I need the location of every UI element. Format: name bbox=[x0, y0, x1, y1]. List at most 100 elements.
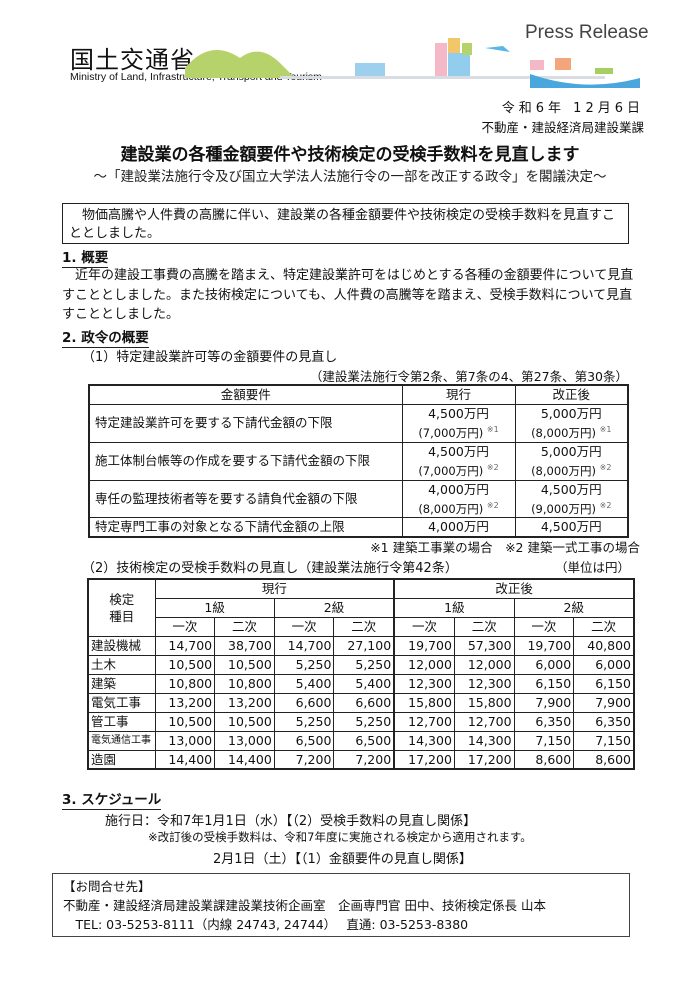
table-row: 建設機械 14,700 38,700 14,700 27,100 19,700 57,300… bbox=[87, 635, 635, 656]
fee-cell: 10,500 bbox=[154, 711, 216, 732]
footnote-mark: ※2 bbox=[486, 462, 499, 472]
requirement-label: 専任の監理技術者等を要する請負代金額の下限 bbox=[88, 479, 403, 519]
fee-cell: 6,150 bbox=[573, 673, 635, 694]
amount-sub: (8,000万円) ※1 bbox=[521, 422, 623, 441]
header-requirement: 金額要件 bbox=[88, 384, 403, 405]
fee-cell: 12,000 bbox=[393, 654, 455, 675]
fee-cell: 5,250 bbox=[273, 654, 335, 675]
amount-sub: (7,000万円) ※2 bbox=[408, 460, 510, 479]
footnote-mark: ※1 bbox=[486, 425, 499, 434]
header-stage: 二次 bbox=[453, 616, 515, 637]
exam-type: 土木 bbox=[87, 654, 156, 675]
footnote-mark: ※2 bbox=[486, 500, 499, 510]
amount: 4,500万円 bbox=[428, 443, 489, 459]
fee-cell: 19,700 bbox=[393, 635, 455, 656]
fee-cell: 13,000 bbox=[154, 730, 216, 751]
fee-cell: 15,800 bbox=[393, 692, 455, 713]
current-amount-cell: 4,000万円 (8,000万円) ※2 bbox=[401, 479, 516, 519]
table-row: 特定建設業許可を要する下請代金額の下限 4,500万円 (7,000万円) ※1 5,… bbox=[88, 404, 629, 443]
subsection-1-title: （1）特定建設業許可等の金額要件の見直し bbox=[82, 350, 338, 365]
banner-illustration bbox=[185, 38, 640, 88]
fee-cell: 10,800 bbox=[214, 673, 275, 694]
header-current: 現行 bbox=[401, 384, 516, 405]
exam-type: 電気工事 bbox=[87, 692, 156, 713]
schedule-line-2: 2月1日（土）【（1）金額要件の見直し関係】 bbox=[213, 852, 472, 867]
section-3-heading: 3. スケジュール bbox=[62, 788, 162, 810]
exam-type: 造園 bbox=[87, 749, 156, 770]
amount-sub: (9,000万円) ※2 bbox=[521, 498, 623, 517]
fee-cell: 7,150 bbox=[573, 730, 635, 751]
fee-cell: 6,600 bbox=[333, 692, 395, 713]
exam-fee-table: 検定 種目 現行 改正後 1級 2級 1級 2級 一次 二次 一次 二次 一次 二次 一次 二次 建設機械 14… bbox=[87, 578, 635, 770]
fee-cell: 6,350 bbox=[573, 711, 635, 732]
fee-cell: 12,000 bbox=[453, 654, 515, 675]
fee-cell: 8,600 bbox=[513, 749, 575, 770]
fee-cell: 12,300 bbox=[393, 673, 455, 694]
section-1-body: 近年の建設工事費の高騰を踏まえ、特定建設業許可をはじめとする各種の金額要件につい… bbox=[62, 268, 634, 322]
table-row: 電気工事 13,200 13,200 6,600 6,600 15,800 15,800 7,… bbox=[87, 692, 635, 713]
table-row: 建築 10,800 10,800 5,400 5,400 12,300 12,300 6,15… bbox=[87, 673, 635, 694]
table-row: 造園 14,400 14,400 7,200 7,200 17,200 17,200 8,60… bbox=[87, 749, 635, 770]
header-row-grades: 1級 2級 1級 2級 bbox=[88, 597, 635, 618]
fee-cell: 19,700 bbox=[513, 635, 575, 656]
unit-label: （単位は円） bbox=[554, 560, 630, 575]
header-grade: 2級 bbox=[513, 597, 635, 618]
table-row: 電気通信工事 13,000 13,000 6,500 6,500 14,300 14,300… bbox=[87, 730, 635, 751]
fee-cell: 6,500 bbox=[273, 730, 335, 751]
fee-cell: 13,200 bbox=[214, 692, 275, 713]
current-amount-cell: 4,000万円 bbox=[401, 517, 516, 538]
header-stage: 二次 bbox=[573, 616, 635, 637]
fee-cell: 5,250 bbox=[273, 711, 335, 732]
subtitle: ～「建設業法施行令及び国立大学法人法施行令の一部を改正する政令」を閣議決定～ bbox=[93, 169, 607, 185]
fee-cell: 6,000 bbox=[513, 654, 575, 675]
current-amount-cell: 4,500万円 (7,000万円) ※2 bbox=[401, 441, 516, 481]
amount: 5,000万円 bbox=[540, 406, 602, 421]
header-grade: 1級 bbox=[393, 597, 515, 618]
table-row: 施工体制台帳等の作成を要する下請代金額の下限 4,500万円 (7,000万円) ※… bbox=[88, 441, 629, 481]
amount: 4,000万円 bbox=[428, 481, 489, 497]
fee-cell: 7,900 bbox=[573, 692, 635, 713]
header-group: 現行 bbox=[154, 578, 395, 599]
fee-cell: 38,700 bbox=[214, 635, 275, 656]
fee-cell: 14,400 bbox=[214, 749, 275, 770]
header-stage: 一次 bbox=[393, 616, 455, 637]
amount: 4,500万円 bbox=[428, 406, 489, 421]
header-row-groups: 検定 種目 現行 改正後 bbox=[87, 578, 635, 637]
amount: 5,000万円 bbox=[540, 443, 602, 459]
fee-cell: 6,500 bbox=[333, 730, 395, 751]
revised-amount-cell: 5,000万円 (8,000万円) ※1 bbox=[514, 404, 629, 443]
contact-office: 不動産・建設経済局建設業課建設業技術企画室 企画専門官 田中、技術検定係長 山本 bbox=[63, 898, 546, 913]
fee-cell: 13,200 bbox=[154, 692, 216, 713]
fee-cell: 14,700 bbox=[273, 635, 335, 656]
fee-cell: 14,400 bbox=[154, 749, 216, 770]
fee-cell: 15,800 bbox=[453, 692, 515, 713]
fee-cell: 12,700 bbox=[393, 711, 455, 732]
press-release-label: Press Release bbox=[525, 22, 649, 43]
exam-type: 建設機械 bbox=[87, 635, 156, 656]
fee-cell: 5,400 bbox=[273, 673, 335, 694]
footnote-mark: ※2 bbox=[599, 462, 612, 472]
table-notes: ※1 建築工事業の場合 ※2 建築一式工事の場合 bbox=[370, 540, 640, 555]
fee-cell: 7,150 bbox=[513, 730, 575, 751]
subsection-2-title: （2）技術検定の受検手数料の見直し（建設業法施行令第42条） bbox=[82, 561, 458, 576]
contact-label: 【お問合せ先】 bbox=[63, 879, 151, 894]
fee-cell: 6,600 bbox=[273, 692, 335, 713]
fee-cell: 10,800 bbox=[154, 673, 216, 694]
header-group: 改正後 bbox=[393, 578, 635, 599]
department: 不動産・建設経済局建設業課 bbox=[481, 120, 644, 135]
requirement-label: 施工体制台帳等の作成を要する下請代金額の下限 bbox=[88, 441, 403, 481]
fee-cell: 13,000 bbox=[214, 730, 275, 751]
exam-type: 管工事 bbox=[87, 711, 156, 732]
fee-cell: 40,800 bbox=[573, 635, 635, 656]
contact-box: 【お問合せ先】 不動産・建設経済局建設業課建設業技術企画室 企画専門官 田中、技… bbox=[52, 873, 630, 937]
current-amount-cell: 4,500万円 (7,000万円) ※1 bbox=[401, 404, 516, 443]
table-row: 土木 10,500 10,500 5,250 5,250 12,000 12,000 6,00… bbox=[87, 654, 635, 675]
header-row-stages: 一次 二次 一次 二次 一次 二次 一次 二次 bbox=[88, 616, 635, 637]
amount-sub: (8,000万円) ※2 bbox=[408, 498, 510, 517]
contact-phone: TEL: 03-5253-8111（内線 24743, 24744） 直通: 0… bbox=[63, 917, 469, 932]
amount: 4,500万円 bbox=[540, 519, 602, 535]
exam-type: 電気通信工事 bbox=[87, 730, 156, 751]
revised-amount-cell: 4,500万円 bbox=[514, 517, 629, 538]
amount: 4,000万円 bbox=[428, 519, 489, 535]
schedule-line-1: 施行日：令和7年1月1日（水）【（2）受検手数料の見直し関係】 bbox=[105, 814, 477, 829]
